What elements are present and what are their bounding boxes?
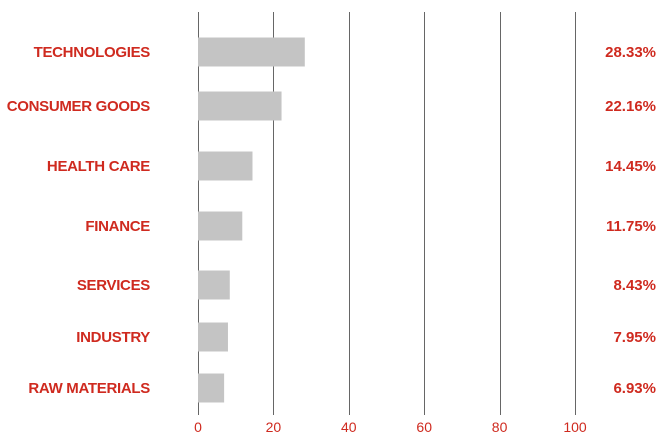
category-label: FINANCE xyxy=(85,218,150,235)
category-label: INDUSTRY xyxy=(76,329,150,346)
value-labels: 28.33% 22.16% 14.45% 11.75% 8.43% 7.95% 6.93% xyxy=(605,44,656,397)
bar-finance xyxy=(198,211,243,241)
grid-layer xyxy=(198,12,576,415)
category-label: SERVICES xyxy=(77,277,150,294)
value-label: 6.93% xyxy=(613,380,656,397)
x-tick-label: 100 xyxy=(563,419,587,435)
bar-industry xyxy=(198,322,228,352)
category-label: CONSUMER GOODS xyxy=(7,98,151,115)
x-tick-label: 80 xyxy=(492,419,508,435)
bar-technologies xyxy=(198,37,305,67)
value-label: 11.75% xyxy=(606,218,656,235)
value-label: 22.16% xyxy=(605,98,656,115)
x-tick-label: 40 xyxy=(341,419,357,435)
category-label: RAW MATERIALS xyxy=(28,380,150,397)
x-tick-label: 60 xyxy=(416,419,432,435)
category-label: HEALTH CARE xyxy=(47,158,150,175)
value-label: 8.43% xyxy=(613,277,656,294)
x-tick-label: 20 xyxy=(266,419,282,435)
value-label: 7.95% xyxy=(613,329,656,346)
x-tick-labels: 0 20 40 60 80 100 xyxy=(194,419,587,435)
bar-consumer-goods xyxy=(198,91,282,121)
x-tick-label: 0 xyxy=(194,419,202,435)
value-label: 28.33% xyxy=(605,44,656,61)
value-label: 14.45% xyxy=(605,158,656,175)
bar-layer xyxy=(198,37,305,403)
bar-raw-materials xyxy=(198,373,225,403)
category-labels: TECHNOLOGIES CONSUMER GOODS HEALTH CARE FIN… xyxy=(7,44,151,397)
bar-services xyxy=(198,270,230,300)
bar-health-care xyxy=(198,151,253,181)
category-label: TECHNOLOGIES xyxy=(34,44,151,61)
